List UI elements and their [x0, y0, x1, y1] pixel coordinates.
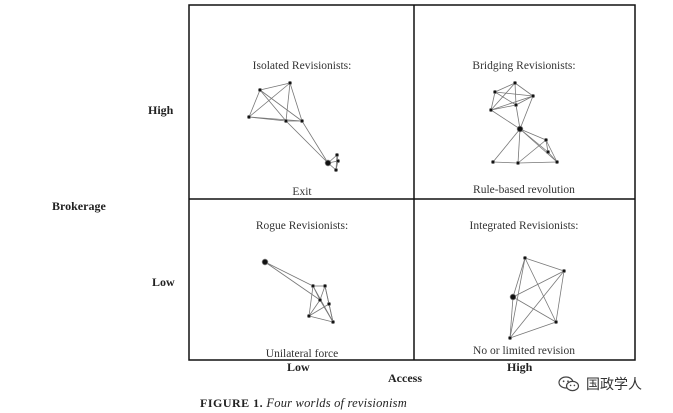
- network-node: [306, 313, 311, 318]
- network-node: [330, 319, 335, 324]
- network-node: [531, 94, 536, 99]
- x-axis-title: Access: [388, 371, 422, 385]
- network-node: [513, 81, 518, 86]
- quadrant-title-integrated: Integrated Revisionists:: [469, 220, 579, 232]
- network-node: [335, 158, 340, 163]
- network-node: [507, 335, 512, 340]
- rogue-network: [261, 258, 335, 324]
- quadrant-outcome-limited: No or limited revision: [473, 345, 575, 357]
- network-node: [523, 255, 528, 260]
- network-node: [322, 283, 327, 288]
- watermark-text: 国政学人: [586, 377, 642, 393]
- quadrant-outcome-rule-based: Rule-based revolution: [473, 184, 575, 196]
- network-node: [544, 137, 549, 142]
- quadrant-title-rogue: Rogue Revisionists:: [255, 220, 349, 232]
- network-node: [299, 119, 304, 124]
- isolated-network: [246, 81, 340, 172]
- y-axis-title: Brokerage: [52, 199, 106, 213]
- quadrant-outcome-unilateral: Unilateral force: [265, 348, 339, 360]
- network-node: [554, 319, 559, 324]
- quadrant-frame: [188, 4, 636, 361]
- y-axis-high-label: High: [148, 103, 174, 117]
- network-node: [283, 119, 288, 124]
- integrated-network: [507, 255, 567, 340]
- x-axis-high-label: High: [507, 360, 533, 374]
- network-node: [516, 160, 521, 165]
- network-node: [287, 81, 292, 86]
- bridging-network: [488, 81, 560, 165]
- broker-node: [324, 159, 332, 167]
- figure-caption-text: Four worlds of revisionism: [266, 396, 407, 410]
- network-node: [514, 103, 519, 108]
- quadrant-title-isolated: Isolated Revisionists:: [252, 60, 352, 72]
- network-node: [555, 159, 560, 164]
- y-axis-low-label: Low: [152, 275, 175, 289]
- network-node: [310, 283, 315, 288]
- wechat-icon: [558, 376, 580, 392]
- network-node: [317, 297, 322, 302]
- x-axis-low-label: Low: [287, 360, 310, 374]
- network-node: [246, 115, 251, 120]
- figure-label: FIGURE 1.: [200, 396, 264, 410]
- network-node: [562, 268, 567, 273]
- broker-node: [261, 258, 269, 266]
- watermark: 国政学人: [558, 374, 642, 394]
- quadrant-title-bridging: Bridging Revisionists:: [472, 60, 576, 72]
- network-node: [492, 90, 497, 95]
- network-node: [326, 301, 331, 306]
- network-node: [488, 108, 493, 113]
- network-node: [490, 159, 495, 164]
- network-node: [333, 167, 338, 172]
- network-node: [334, 152, 339, 157]
- network-node: [257, 88, 262, 93]
- network-node: [546, 149, 551, 154]
- broker-node: [509, 293, 517, 301]
- quadrant-outcome-exit: Exit: [292, 186, 312, 198]
- figure-caption: FIGURE 1. Four worlds of revisionism: [200, 396, 407, 411]
- broker-node: [516, 125, 524, 133]
